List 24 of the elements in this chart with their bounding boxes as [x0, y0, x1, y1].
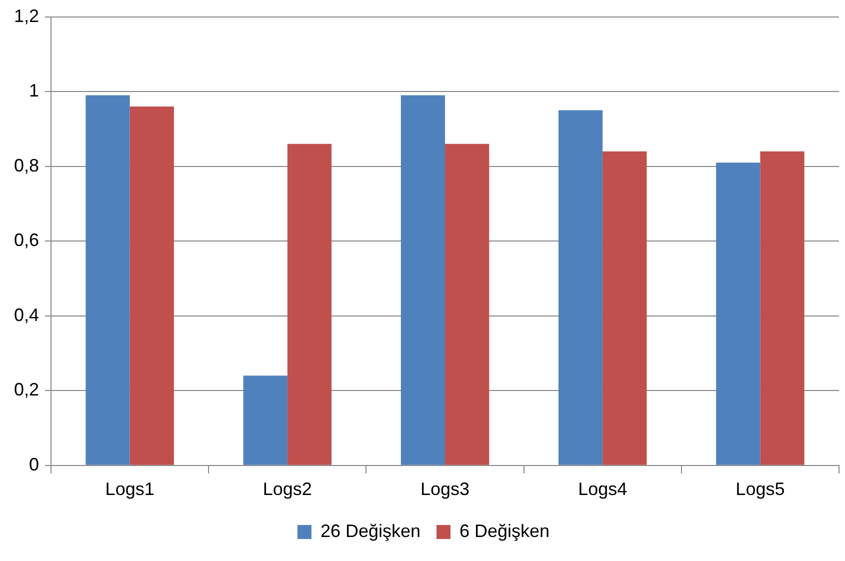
bar	[558, 110, 603, 465]
legend-label: 26 Değişken	[320, 520, 421, 541]
x-tick-label: Logs3	[420, 479, 470, 500]
bar	[602, 151, 647, 465]
x-tick-label: Logs1	[105, 479, 154, 500]
y-tick-label: 1,2	[14, 6, 40, 26]
bar	[716, 162, 760, 465]
bar	[445, 144, 490, 465]
x-tick-label: Logs2	[262, 479, 312, 500]
y-tick-label: 1	[29, 80, 40, 101]
y-tick-label: 0,4	[14, 304, 40, 325]
bar	[760, 151, 804, 465]
legend-label: 6 Değişken	[460, 520, 550, 541]
y-tick-label: 0,6	[14, 230, 40, 250]
bar	[287, 144, 332, 465]
y-tick-label: 0,8	[14, 155, 40, 176]
x-tick-label: Logs5	[736, 479, 785, 500]
x-tick-label: Logs4	[578, 479, 628, 500]
y-tick-label: 0	[29, 454, 40, 474]
bar	[400, 95, 446, 465]
y-tick-label: 0,2	[14, 380, 40, 400]
bar	[86, 95, 130, 465]
bar	[243, 376, 288, 465]
bar	[130, 106, 174, 465]
